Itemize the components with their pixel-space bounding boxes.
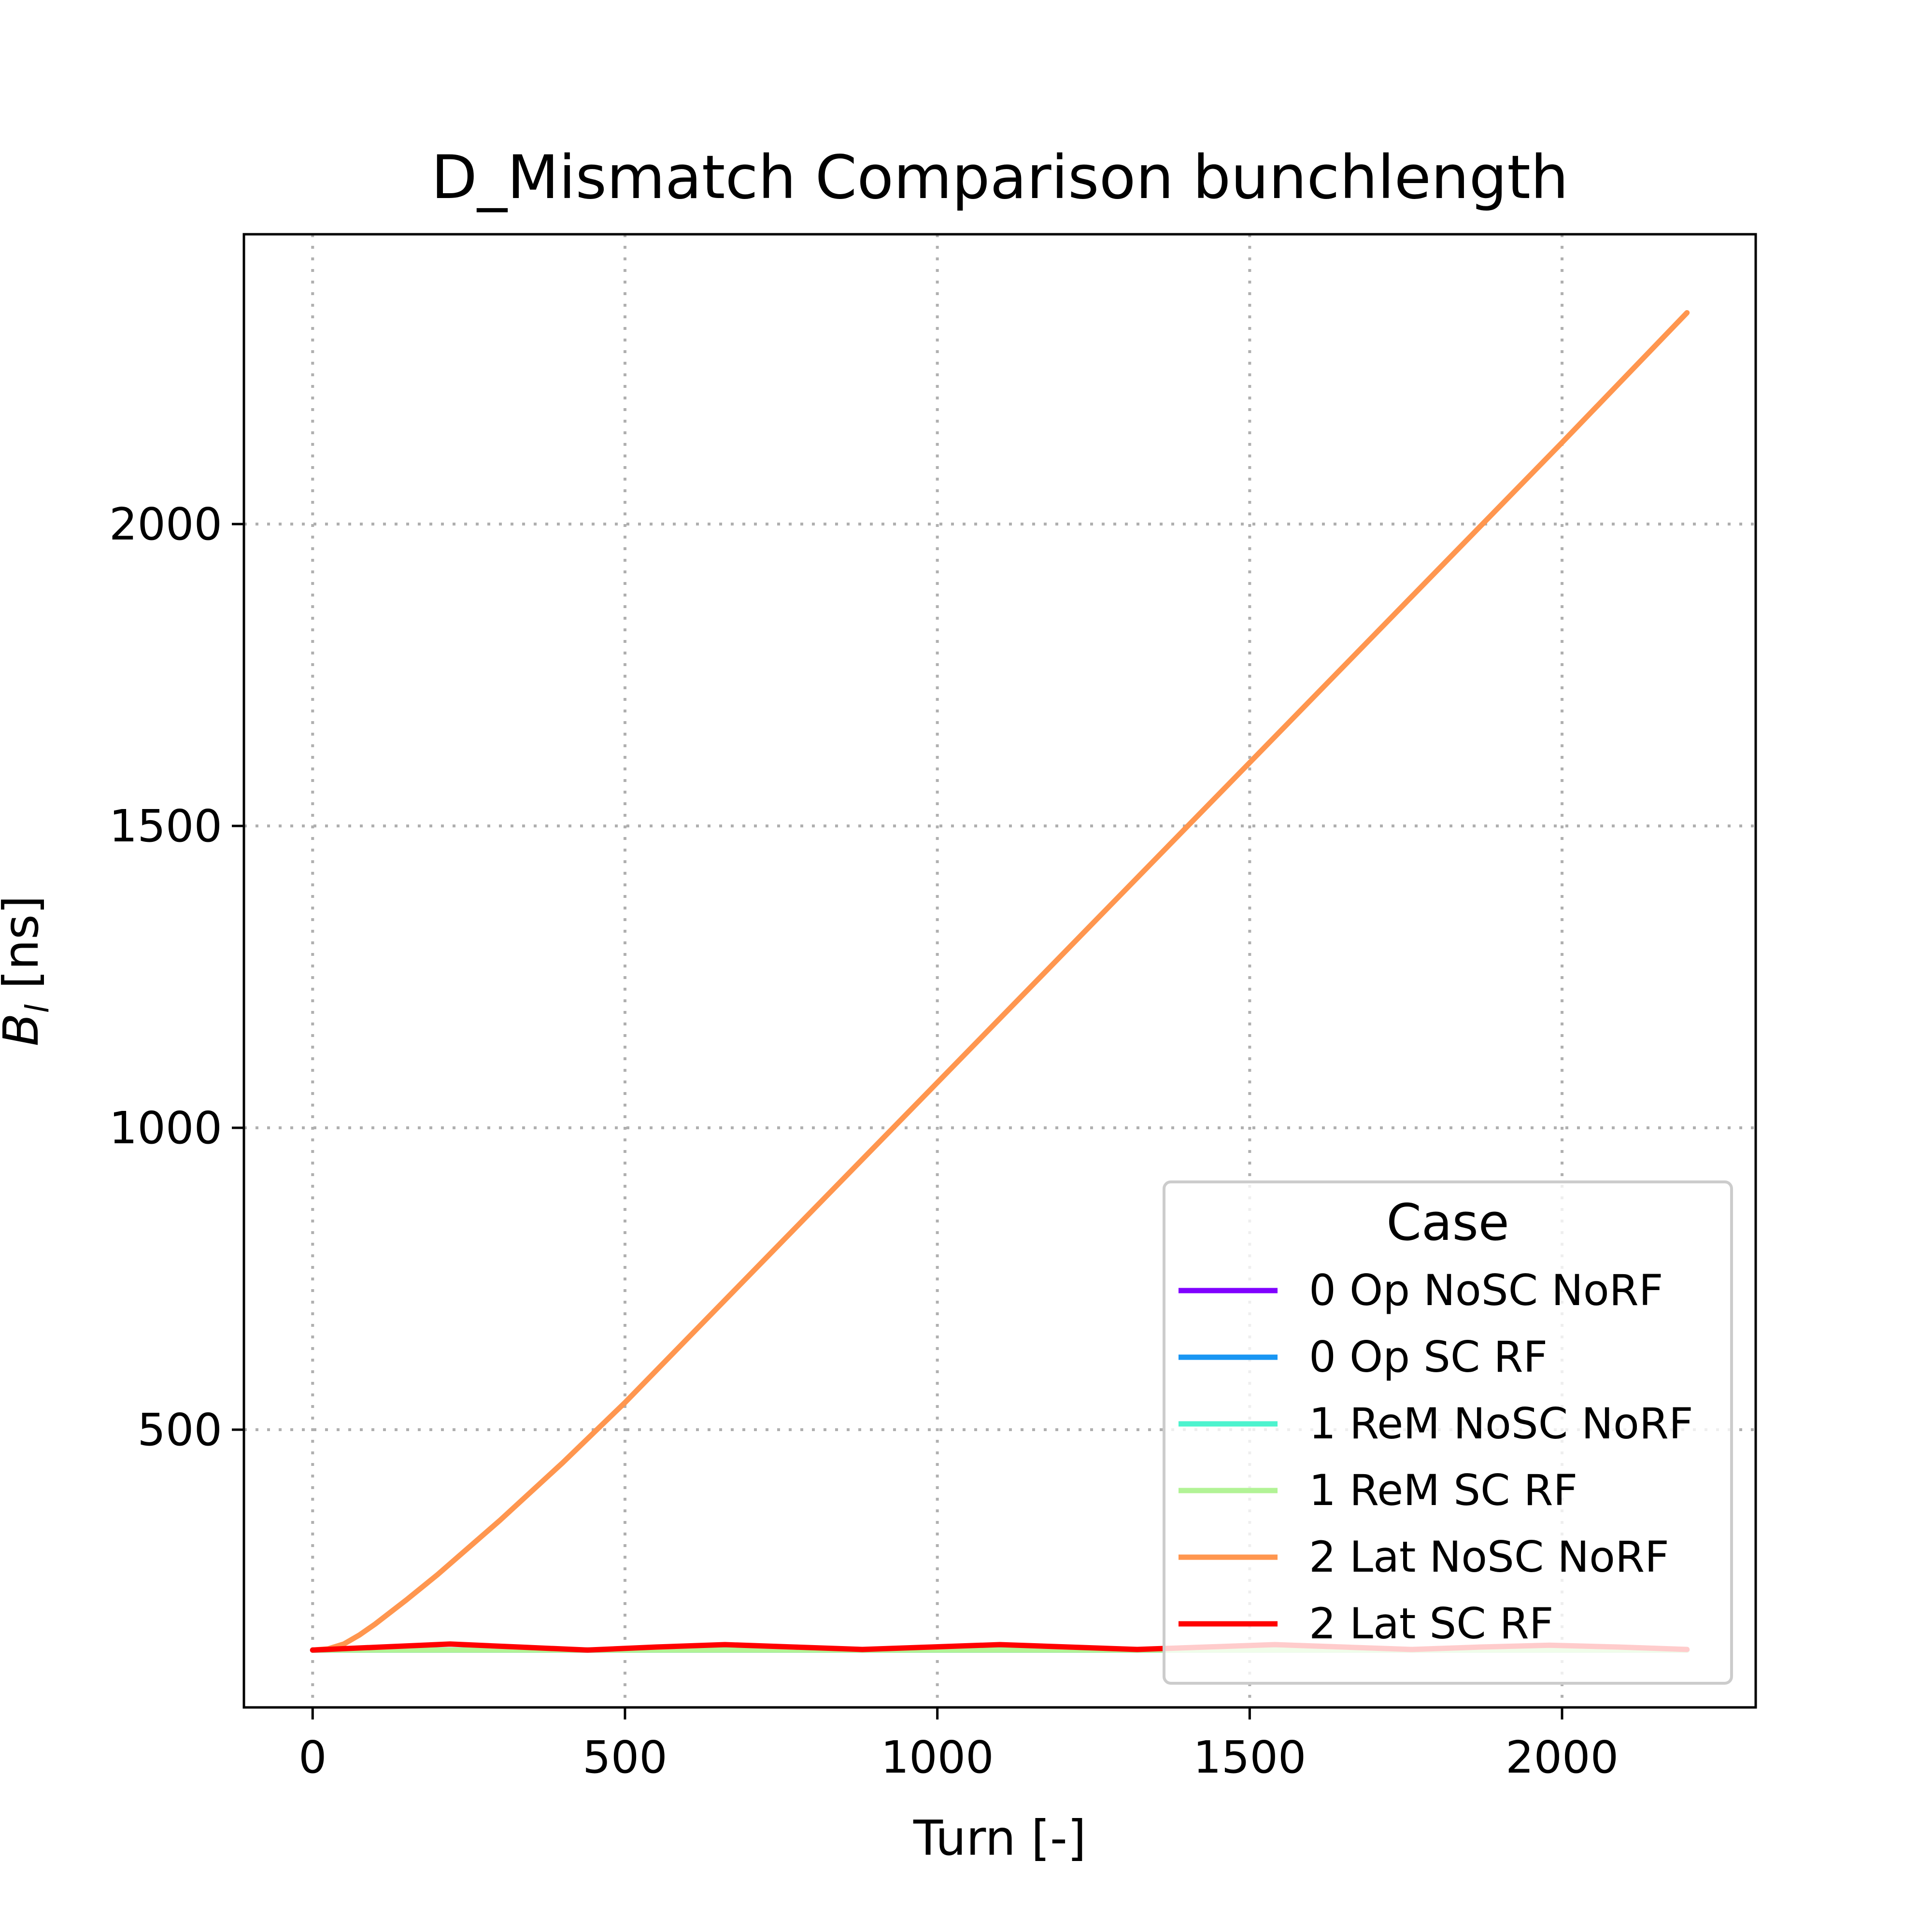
y-axis-label: Bl [ns]: [0, 895, 56, 1046]
ticks-layer: 0 500 1000 1500 2000 500 1000 1500 2000: [109, 498, 1619, 1783]
x-tick-label: 500: [582, 1732, 668, 1783]
x-axis-label: Turn [-]: [913, 1810, 1086, 1866]
legend-label: 1 ReM SC RF: [1309, 1465, 1577, 1515]
x-tick-label: 0: [298, 1732, 327, 1783]
plot-frame: [242, 233, 1757, 1709]
x-tick-label: 1000: [881, 1732, 994, 1783]
legend-label: 2 Lat NoSC NoRF: [1309, 1532, 1669, 1582]
series-line-4: [310, 310, 1690, 1653]
y-tick-label: 500: [137, 1404, 222, 1456]
x-tick-label: 1500: [1193, 1732, 1306, 1783]
x-tick-label: 2000: [1506, 1732, 1619, 1783]
legend-label: 0 Op SC RF: [1309, 1332, 1548, 1382]
legend-label: 0 Op NoSC NoRF: [1309, 1265, 1663, 1315]
grid-layer: [244, 234, 1756, 1707]
legend-label: 1 ReM NoSC NoRF: [1309, 1399, 1693, 1449]
legend-box: [1163, 1180, 1733, 1685]
y-tick-label: 2000: [109, 498, 222, 550]
y-tick-label: 1500: [109, 800, 222, 852]
legend-label: 2 Lat SC RF: [1309, 1599, 1553, 1648]
legend-title: Case: [1386, 1193, 1509, 1252]
chart-title: D_Mismatch Comparison bunchlength: [431, 143, 1569, 213]
y-tick-label: 1000: [109, 1102, 222, 1154]
legend: Case 0 Op NoSC NoRF 0 Op SC RF 1 ReM NoSC N…: [1163, 1180, 1733, 1685]
